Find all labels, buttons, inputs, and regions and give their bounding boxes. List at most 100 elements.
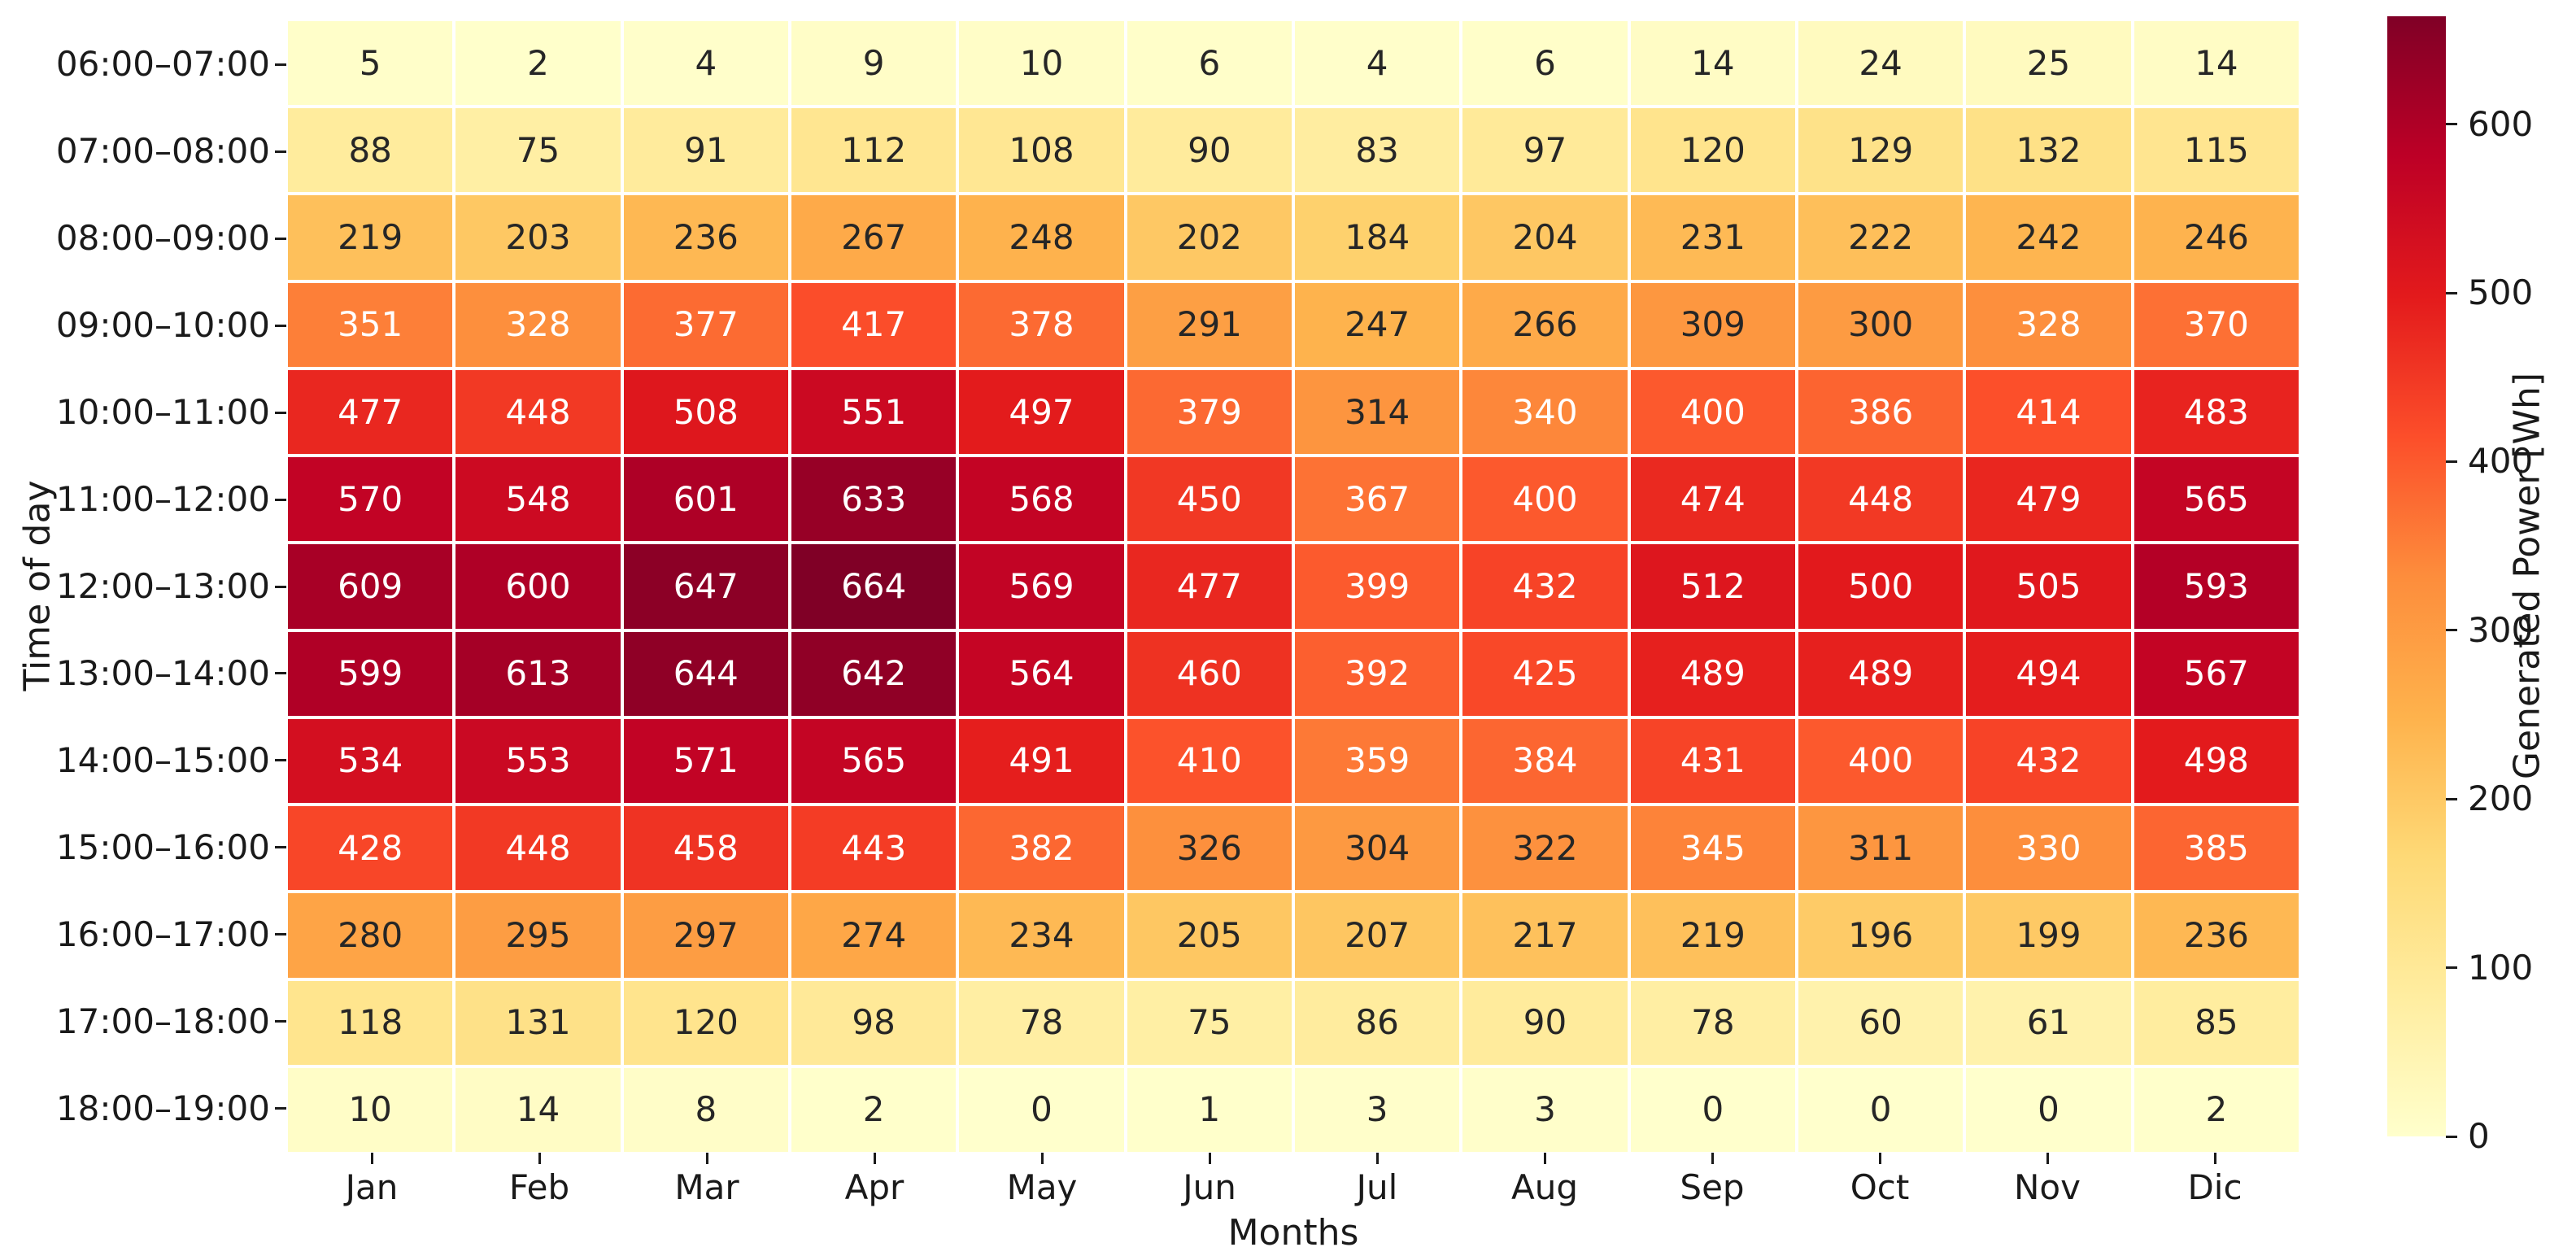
heatmap-cell-value: 219 bbox=[338, 217, 403, 258]
colorbar-tick bbox=[2446, 966, 2457, 970]
heatmap-cell-value: 98 bbox=[852, 1002, 896, 1043]
heatmap-cell: 1 bbox=[1127, 1067, 1292, 1152]
heatmap-cell: 431 bbox=[1630, 718, 1795, 804]
heatmap-cell: 86 bbox=[1294, 980, 1460, 1065]
heatmap-cell-value: 512 bbox=[1680, 565, 1746, 606]
heatmap-cell: 600 bbox=[455, 544, 621, 629]
heatmap-cell-value: 644 bbox=[673, 653, 739, 694]
heatmap-cell-value: 295 bbox=[505, 914, 571, 955]
heatmap-cell-value: 85 bbox=[2195, 1002, 2238, 1043]
heatmap-cell-value: 322 bbox=[1512, 827, 1578, 868]
y-axis-tick-label: 08:00–09:00 bbox=[55, 218, 270, 259]
heatmap-cell-value: 548 bbox=[505, 478, 571, 519]
heatmap-cell-value: 428 bbox=[338, 827, 403, 868]
heatmap-cell: 267 bbox=[791, 195, 957, 280]
y-axis-tick-label: 17:00–18:00 bbox=[55, 1001, 270, 1041]
heatmap-cell: 642 bbox=[791, 631, 957, 716]
colorbar-tick bbox=[2446, 797, 2457, 800]
heatmap-cell-value: 458 bbox=[673, 827, 739, 868]
heatmap-cell: 448 bbox=[455, 806, 621, 891]
heatmap-cell-value: 379 bbox=[1176, 391, 1242, 432]
heatmap-cell-value: 491 bbox=[1009, 740, 1074, 781]
heatmap-cell: 8 bbox=[623, 1067, 788, 1152]
heatmap-cell-value: 400 bbox=[1680, 391, 1746, 432]
heatmap-cell-value: 378 bbox=[1009, 304, 1074, 345]
heatmap-cell-value: 570 bbox=[338, 478, 403, 519]
heatmap-cell-value: 204 bbox=[1512, 217, 1578, 258]
x-axis-tick-label: Aug bbox=[1510, 1167, 1579, 1207]
heatmap-cell: 236 bbox=[623, 195, 788, 280]
x-axis-tick-label: Jul bbox=[1356, 1167, 1398, 1207]
heatmap-cell: 10 bbox=[288, 1067, 453, 1152]
heatmap-cell: 196 bbox=[1798, 893, 1964, 978]
x-axis-tick-label: Oct bbox=[1850, 1167, 1910, 1207]
heatmap-cell-value: 199 bbox=[2016, 914, 2081, 955]
heatmap-cell: 3 bbox=[1462, 1067, 1628, 1152]
heatmap-cell-value: 569 bbox=[1009, 565, 1074, 606]
heatmap-cell-value: 600 bbox=[505, 565, 571, 606]
heatmap-cell: 477 bbox=[1127, 544, 1292, 629]
heatmap-cell-value: 571 bbox=[673, 740, 739, 781]
heatmap-cell-value: 432 bbox=[2016, 740, 2081, 781]
heatmap-cell-value: 609 bbox=[338, 565, 403, 606]
heatmap-cell: 90 bbox=[1127, 108, 1292, 193]
heatmap-cell: 83 bbox=[1294, 108, 1460, 193]
heatmap-cell-value: 431 bbox=[1680, 740, 1746, 781]
x-axis-tick bbox=[1711, 1153, 1714, 1164]
y-axis-tick bbox=[275, 324, 286, 327]
heatmap-cell-value: 86 bbox=[1355, 1002, 1399, 1043]
heatmap-cell: 98 bbox=[791, 980, 957, 1065]
heatmap-cell: 14 bbox=[2134, 21, 2299, 106]
heatmap-cell-value: 351 bbox=[338, 304, 403, 345]
heatmap-cell: 295 bbox=[455, 893, 621, 978]
heatmap-cell-value: 280 bbox=[338, 914, 403, 955]
heatmap-cell-value: 219 bbox=[1680, 914, 1746, 955]
heatmap-cell-value: 242 bbox=[2016, 217, 2081, 258]
heatmap-cell-value: 443 bbox=[841, 827, 907, 868]
x-axis-tick-label: May bbox=[1006, 1167, 1078, 1207]
y-axis-tick-label: 13:00–14:00 bbox=[55, 652, 270, 693]
y-axis-tick-label: 12:00–13:00 bbox=[55, 566, 270, 606]
heatmap-cell-value: 60 bbox=[1859, 1002, 1903, 1043]
heatmap-cell: 370 bbox=[2134, 282, 2299, 367]
heatmap-cell: 384 bbox=[1462, 718, 1628, 804]
heatmap-cell-value: 340 bbox=[1512, 391, 1578, 432]
heatmap-cell-value: 90 bbox=[1523, 1002, 1567, 1043]
heatmap-cell-value: 326 bbox=[1176, 827, 1242, 868]
heatmap-cell: 489 bbox=[1630, 631, 1795, 716]
heatmap-cell-value: 551 bbox=[841, 391, 907, 432]
heatmap-cell-value: 78 bbox=[1691, 1002, 1735, 1043]
heatmap-cell: 246 bbox=[2134, 195, 2299, 280]
heatmap-cell: 3 bbox=[1294, 1067, 1460, 1152]
heatmap-cell-value: 2 bbox=[2205, 1089, 2228, 1130]
heatmap-cell-value: 4 bbox=[1366, 42, 1388, 83]
heatmap-cell-value: 196 bbox=[1848, 914, 1914, 955]
heatmap-cell: 392 bbox=[1294, 631, 1460, 716]
heatmap-cell-value: 599 bbox=[338, 653, 403, 694]
heatmap-cell-value: 385 bbox=[2183, 827, 2249, 868]
heatmap-cell: 219 bbox=[288, 195, 453, 280]
heatmap-cell-value: 534 bbox=[338, 740, 403, 781]
heatmap-cell-value: 568 bbox=[1009, 478, 1074, 519]
heatmap-cell-value: 328 bbox=[505, 304, 571, 345]
heatmap-cell: 483 bbox=[2134, 369, 2299, 455]
heatmap-cell-value: 647 bbox=[673, 565, 739, 606]
y-axis-tick-label: 06:00–07:00 bbox=[55, 44, 270, 85]
heatmap-cell: 0 bbox=[1798, 1067, 1964, 1152]
y-axis-tick bbox=[275, 498, 286, 501]
heatmap-cell: 14 bbox=[455, 1067, 621, 1152]
x-axis-tick-label: Jan bbox=[345, 1167, 399, 1207]
colorbar-title: Generated Power [Wh] bbox=[2506, 372, 2548, 780]
heatmap-cell: 75 bbox=[1127, 980, 1292, 1065]
heatmap-cell: 326 bbox=[1127, 806, 1292, 891]
heatmap-cell-value: 448 bbox=[505, 827, 571, 868]
y-axis-tick-label: 11:00–12:00 bbox=[55, 479, 270, 520]
heatmap-cell-value: 414 bbox=[2016, 391, 2081, 432]
heatmap-cell: 494 bbox=[1966, 631, 2131, 716]
heatmap-cell-value: 432 bbox=[1512, 565, 1578, 606]
heatmap-cell-value: 448 bbox=[505, 391, 571, 432]
heatmap-cell: 477 bbox=[288, 369, 453, 455]
colorbar-tick bbox=[2446, 1135, 2457, 1138]
y-axis-tick bbox=[275, 150, 286, 153]
heatmap-cell-value: 8 bbox=[695, 1089, 717, 1130]
